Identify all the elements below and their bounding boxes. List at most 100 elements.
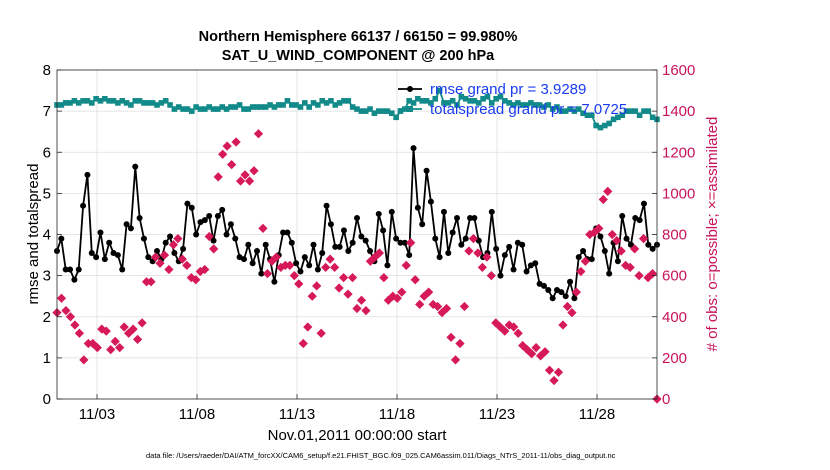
assimilated-point <box>594 223 604 233</box>
totalspread-point <box>136 98 143 104</box>
totalspread-point <box>610 116 617 123</box>
rmse-point <box>497 272 504 279</box>
totalspread-point <box>445 100 452 106</box>
totalspread-point <box>188 108 195 114</box>
totalspread-point <box>602 122 608 129</box>
assimilated-point <box>177 254 187 264</box>
assimilated-point <box>200 264 210 275</box>
assimilated-point <box>191 275 201 285</box>
rmse-point <box>636 217 643 224</box>
assimilated-point <box>106 345 116 355</box>
totalspread-point <box>254 104 260 110</box>
chart-subtitle: SAT_U_WIND_COMPONENT @ 200 hPa <box>222 48 495 64</box>
totalspread-point <box>232 104 239 110</box>
totalspread-point <box>519 102 526 108</box>
assimilated-point <box>603 186 613 196</box>
totalspread-point <box>349 104 356 110</box>
assimilated-point <box>424 287 434 297</box>
axes-layer: 0 1 2 3 4 5 6 7 8 0 200 400 600 800 1000 1200 1400 1600 11… <box>43 62 696 423</box>
assimilated-point <box>92 342 102 353</box>
totalspread-point <box>162 98 169 104</box>
totalspread-point <box>271 104 278 110</box>
rmse-point <box>88 250 95 257</box>
rmse-point <box>532 260 539 267</box>
totalspread-point <box>532 102 539 108</box>
totalspread-point <box>554 104 560 110</box>
legend-label-totalspread: totalspread grand pr = 7.0725 <box>430 101 627 118</box>
totalspread-point <box>515 100 521 106</box>
totalspread-point <box>75 100 82 106</box>
assimilated-point <box>477 262 487 273</box>
assimilated-point <box>598 194 608 205</box>
totalspread-point <box>132 98 139 104</box>
assimilated-point <box>303 322 313 332</box>
rmse-point <box>262 241 269 248</box>
totalspread-point <box>636 112 643 119</box>
assimilated-point <box>253 129 264 139</box>
rmse-point <box>127 225 134 232</box>
totalspread-point <box>380 108 386 114</box>
totalspread-point <box>488 100 495 106</box>
assimilated-point <box>316 328 326 338</box>
assimilated-point <box>209 244 219 254</box>
assimilated-point <box>218 149 228 159</box>
totalspread-point <box>306 104 312 110</box>
rmse-point <box>493 245 500 252</box>
totalspread-point <box>180 106 186 112</box>
rmse-point <box>606 270 613 277</box>
assimilated-point <box>432 301 443 312</box>
totalspread-point <box>102 95 108 102</box>
assimilated-point <box>173 233 183 244</box>
totalspread-point <box>432 95 439 102</box>
y-tick-label: 3 <box>43 268 51 285</box>
rmse-point <box>354 215 360 222</box>
totalspread-point <box>628 108 634 114</box>
y-right-tick-label: 1600 <box>662 62 695 79</box>
totalspread-point <box>175 104 182 110</box>
rmse-point <box>410 145 417 152</box>
assimilated-point <box>450 355 461 365</box>
rmse-point <box>93 254 100 261</box>
rmse-point <box>397 239 404 246</box>
x-tick-label: 11/18 <box>379 406 415 423</box>
totalspread-point <box>315 102 321 108</box>
totalspread-point <box>549 106 556 112</box>
totalspread-point <box>597 124 604 131</box>
rmse-point <box>223 231 230 238</box>
assimilated-point <box>571 287 582 297</box>
totalspread-point <box>428 100 434 106</box>
totalspread-point <box>632 108 639 114</box>
totalspread-point <box>393 114 399 121</box>
totalspread-point <box>615 114 621 121</box>
totalspread-point <box>197 106 204 112</box>
rmse-point <box>467 215 474 222</box>
totalspread-point <box>297 104 304 110</box>
assimilated-point <box>128 324 138 334</box>
assimilated-point <box>549 375 559 386</box>
rmse-point <box>258 270 265 277</box>
rmse-point <box>214 212 221 219</box>
assimilated-point <box>227 159 237 170</box>
totalspread-point <box>210 106 217 112</box>
rmse-point <box>645 241 652 248</box>
totalspread-point <box>623 108 630 114</box>
rmse-point <box>75 266 82 273</box>
rmse-point <box>84 171 91 178</box>
totalspread-point <box>262 104 269 110</box>
rmse-point <box>167 233 174 240</box>
assimilated-point <box>374 248 385 258</box>
legend: rmse grand pr = 3.9289 totalspread grand… <box>398 81 627 118</box>
rmse-point <box>67 266 74 273</box>
rmse-point <box>349 239 356 246</box>
rmse-point <box>580 247 587 254</box>
assimilated-point <box>164 264 174 275</box>
totalspread-point <box>362 108 369 114</box>
rmse-point <box>249 260 256 267</box>
assimilated-point <box>146 277 156 287</box>
assimilated-point <box>379 273 389 283</box>
rmse-point <box>284 229 291 236</box>
y-tick-label: 5 <box>43 185 51 202</box>
assimilated-point <box>553 367 564 377</box>
totalspread-point <box>419 98 426 104</box>
assimilated-point <box>312 281 322 291</box>
